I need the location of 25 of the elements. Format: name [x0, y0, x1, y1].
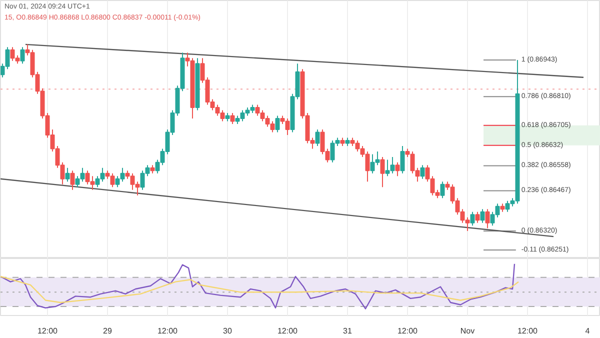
- candlestick: [395, 162, 400, 177]
- x-tick-label: Nov: [460, 326, 475, 336]
- candlestick: [65, 167, 70, 182]
- candlestick: [380, 156, 385, 188]
- candlestick: [480, 208, 485, 224]
- candlestick: [315, 129, 320, 146]
- candlestick: [70, 170, 75, 190]
- candlestick: [275, 115, 280, 133]
- candlestick: [485, 208, 490, 229]
- x-tick-label: 12:00: [277, 326, 298, 336]
- candlestick: [475, 211, 480, 224]
- x-tick-label: 4: [585, 326, 590, 336]
- candlestick: [20, 46, 25, 64]
- x-tick-label: 12:00: [37, 326, 58, 336]
- x-tick-label: 12:00: [517, 326, 538, 336]
- x-tick-label: 29: [103, 326, 112, 336]
- x-tick-label: 12:00: [157, 326, 178, 336]
- candlestick: [440, 181, 445, 199]
- x-tick-label: 12:00: [397, 326, 418, 336]
- candlestick: [420, 164, 425, 180]
- candlestick: [230, 112, 235, 125]
- x-tick-label: 31: [343, 326, 352, 336]
- candlestick: [470, 211, 475, 226]
- x-tick-label: 30: [223, 326, 232, 336]
- candlestick: [400, 145, 405, 174]
